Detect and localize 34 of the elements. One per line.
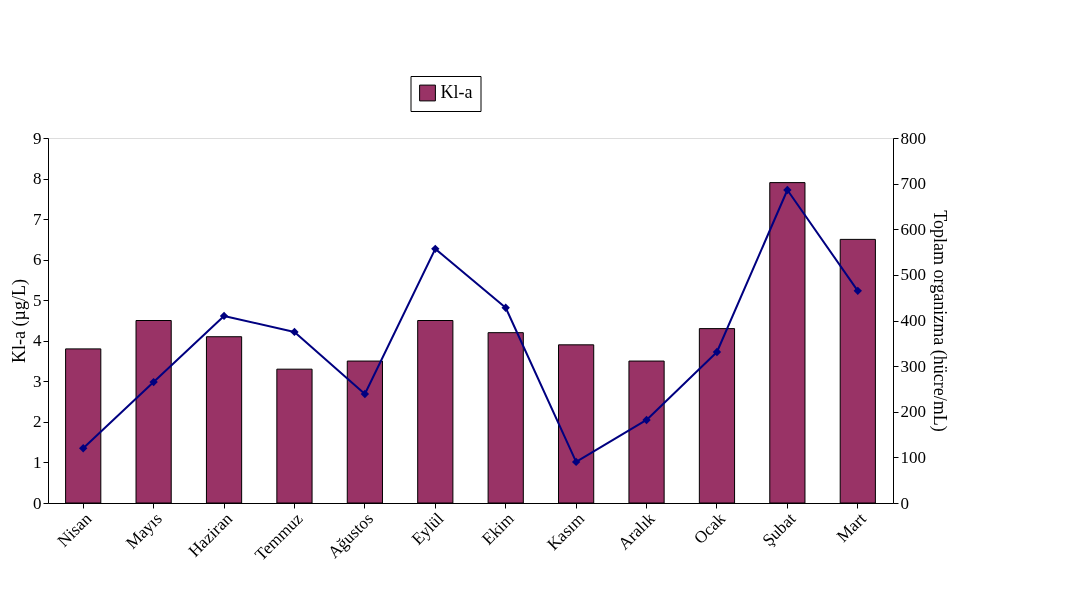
y2-tick-label: 500 — [900, 265, 926, 285]
y-axis-title: Kl-a (µg/L) — [9, 279, 30, 363]
y2-tick-label: 200 — [900, 402, 926, 422]
y-tick-label: 5 — [33, 290, 42, 310]
y-tick-label: 8 — [33, 169, 42, 189]
y-tick-label: 0 — [33, 493, 42, 513]
y2-tick-label: 600 — [900, 219, 926, 239]
point — [571, 457, 581, 467]
point — [290, 327, 299, 337]
y-tick-label: 4 — [33, 331, 42, 351]
point — [501, 303, 510, 312]
point — [149, 377, 158, 387]
point — [853, 286, 862, 296]
y2-tick-label: 400 — [900, 311, 926, 330]
y2-tick-label: 100 — [900, 447, 926, 467]
point — [642, 415, 651, 425]
point — [783, 185, 792, 195]
y-tick-label: 2 — [33, 412, 42, 432]
y-tick-label: 6 — [33, 250, 42, 270]
y2-axis-title: Toplam organizma (hücre/mL) — [929, 210, 950, 432]
y2-tick-label: 0 — [900, 493, 909, 513]
point — [431, 244, 440, 254]
point — [219, 311, 229, 321]
point — [360, 389, 370, 399]
point — [79, 444, 88, 453]
y2-tick-label: 300 — [900, 356, 926, 376]
legend-label: Kl-a — [440, 82, 473, 102]
y2-tick-label: 800 — [900, 128, 926, 148]
y-tick-label: 7 — [33, 209, 42, 229]
y-tick-label: 3 — [33, 371, 42, 391]
point — [712, 347, 722, 357]
y-tick-label: 9 — [33, 128, 42, 148]
y2-tick-label: 700 — [900, 174, 926, 194]
y-tick-label: 1 — [33, 452, 42, 472]
